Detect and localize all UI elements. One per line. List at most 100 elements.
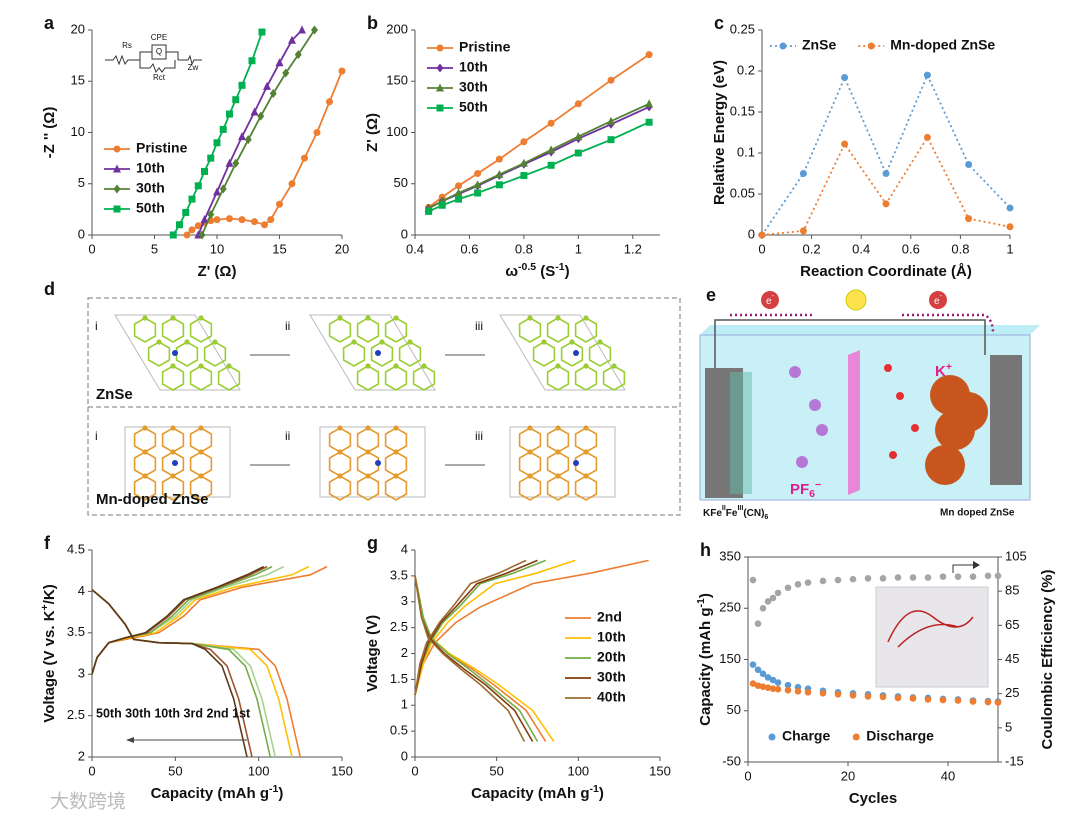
arrow-head: [973, 561, 980, 569]
marker: [799, 170, 807, 177]
legend-label: 30th: [459, 79, 488, 95]
hexagon: [370, 341, 394, 367]
marker: [784, 584, 792, 592]
marker: [248, 57, 256, 65]
pf6-ion: [809, 399, 821, 411]
step-label: ii: [285, 319, 290, 333]
y-tick-label: 50: [394, 175, 408, 190]
hexagon: [161, 365, 185, 391]
atom: [583, 449, 589, 455]
inset-label: CPE: [151, 33, 167, 42]
hexagon: [328, 317, 352, 343]
y-tick-label: 10: [71, 124, 85, 139]
hexagon: [602, 365, 626, 391]
pf6-ion: [796, 456, 808, 468]
atom: [365, 363, 371, 369]
legend-label: 30th: [136, 180, 165, 196]
electrode-label-part: Fe: [726, 508, 738, 519]
y2-tick-label: 45: [1005, 651, 1019, 666]
atom: [337, 473, 343, 479]
marker: [288, 35, 296, 44]
marker: [784, 681, 792, 689]
marker: [607, 116, 615, 125]
marker: [113, 145, 121, 153]
cell: [114, 314, 241, 391]
x-tick-label: 40: [941, 768, 955, 783]
marker: [207, 154, 215, 162]
atom: [583, 363, 589, 369]
hexagon: [532, 341, 556, 367]
x-tick-label: 0: [88, 763, 95, 778]
step-label: iii: [475, 319, 483, 333]
marker: [547, 145, 556, 154]
y-tick-label: 2.5: [390, 619, 408, 634]
pf6-ion: [789, 366, 801, 378]
marker: [954, 697, 962, 704]
charge-curve: [414, 559, 576, 696]
hexagon: [147, 341, 171, 367]
y-tick-label: 0: [78, 226, 85, 241]
atom: [142, 473, 148, 479]
cell: [309, 314, 436, 391]
hexagon: [574, 317, 598, 343]
electrode-label-part: III: [737, 505, 743, 512]
x-axis-label: Reaction Coordinate (Å): [800, 263, 972, 280]
discharge-curve: [91, 589, 248, 758]
marker: [779, 42, 787, 50]
hexagon: [398, 341, 422, 367]
y-tick-label: 2: [401, 645, 408, 660]
marker: [113, 184, 121, 194]
atom: [365, 425, 371, 431]
x-tick-label: 0.4: [852, 241, 870, 256]
atom: [198, 425, 204, 431]
inset-label: Zw: [188, 63, 199, 72]
marker: [495, 181, 503, 189]
atom: [351, 339, 357, 345]
marker: [219, 184, 227, 194]
marker: [849, 692, 857, 699]
panel-label: c: [714, 13, 724, 33]
vacancy-atom: [375, 350, 381, 356]
hexagon: [412, 365, 436, 391]
hexagon: [546, 365, 570, 391]
x-tick-label: 15: [272, 241, 286, 256]
marker: [311, 25, 318, 35]
hexagon: [384, 317, 408, 343]
y-axis-label-part: Voltage (V): [364, 615, 381, 692]
marker: [495, 170, 504, 179]
y2-tick-label: 65: [1005, 617, 1019, 632]
structure: [114, 314, 241, 391]
x-axis-label: Capacity (mAh g-1): [151, 783, 284, 802]
x-axis-label: Capacity (mAh g-1): [471, 783, 604, 802]
atom: [365, 449, 371, 455]
k-ion: [911, 424, 919, 432]
hexagon: [588, 341, 612, 367]
marker: [113, 164, 121, 173]
marker: [841, 140, 849, 148]
atom: [198, 473, 204, 479]
marker: [954, 573, 962, 580]
marker: [455, 195, 463, 203]
legend-label: 10th: [136, 160, 165, 176]
y-tick-label: 0: [748, 226, 755, 241]
panel-label: h: [700, 540, 711, 560]
y-tick-label: 0: [401, 748, 408, 763]
atom: [170, 449, 176, 455]
hexagon: [133, 475, 157, 501]
x-tick-label: 20: [335, 241, 349, 256]
atom: [184, 339, 190, 345]
y-axis-label-part: /K): [41, 584, 58, 604]
hexagon: [518, 475, 542, 501]
marker: [645, 118, 653, 126]
marker: [994, 572, 1002, 580]
atom: [198, 449, 204, 455]
y2-axis-label: Coulombic Efficiency (%): [1039, 569, 1056, 749]
marker: [768, 733, 776, 741]
marker: [198, 230, 206, 240]
x-tick-label: 0: [758, 241, 765, 256]
charge-curve: [414, 559, 527, 696]
marker: [438, 201, 446, 209]
charge-curve: [414, 559, 538, 696]
marker: [436, 44, 444, 52]
